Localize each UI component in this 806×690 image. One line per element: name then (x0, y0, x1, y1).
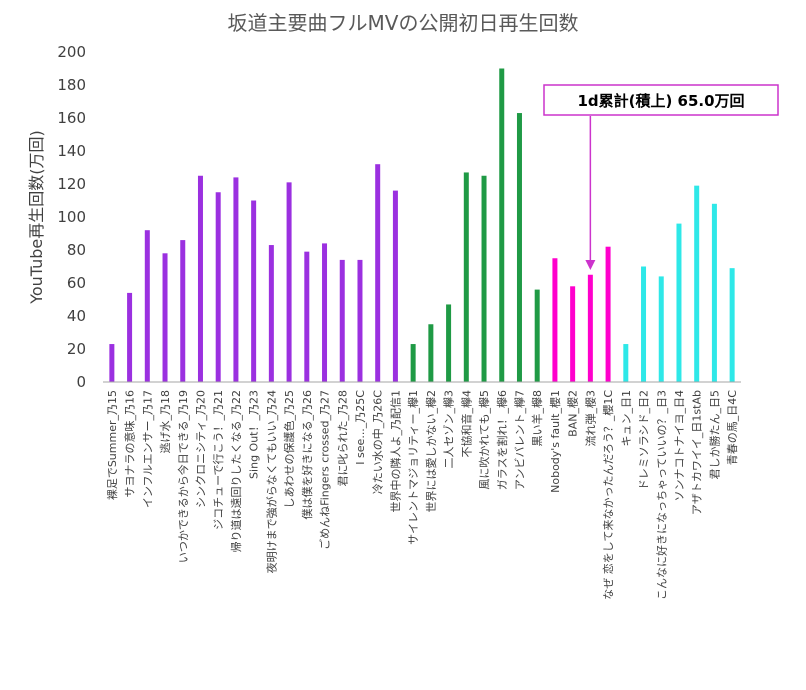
bar (570, 286, 576, 382)
bar (251, 200, 257, 382)
x-tick-label: 風に吹かれても_欅5 (478, 390, 491, 490)
x-tick-label: BAN_櫻2 (566, 390, 580, 437)
bar (641, 266, 647, 382)
bar (446, 304, 452, 382)
x-tick-label: こんなに好きになっちゃっていいの？_日3 (654, 390, 668, 600)
x-tick-label: 世界中の隣人よ_乃配信1 (388, 390, 402, 513)
x-tick-label: Sing Out！_乃23 (248, 390, 261, 479)
y-axis-label: YouTube再生回数(万回) (27, 130, 46, 305)
bar (144, 230, 150, 382)
bar (463, 172, 469, 382)
bar (410, 344, 416, 382)
x-tick-label: 流れ弾_櫻3 (583, 390, 597, 447)
x-tick-label: 二人セゾン_欅3 (443, 390, 456, 469)
bar (694, 185, 700, 382)
y-tick-label: 120 (57, 175, 86, 193)
x-tick-label: キュン_日1 (620, 390, 633, 447)
bar (286, 182, 292, 382)
bar (197, 175, 203, 382)
bar (180, 240, 186, 382)
bar (127, 292, 133, 382)
bar (534, 289, 540, 382)
x-tick-label: しあわせの保護色_乃25 (282, 390, 296, 509)
bar (268, 245, 274, 382)
bar (233, 177, 239, 382)
x-tick-label: いつかできるから今日できる_乃19 (176, 390, 190, 563)
annotation-box (543, 84, 779, 116)
annotation-arrowhead (585, 260, 596, 270)
bar (711, 203, 717, 382)
bar (729, 268, 735, 382)
bar (109, 344, 115, 382)
x-tick-label: 君しか勝たん_日5 (707, 390, 721, 480)
x-tick-label: なぜ 恋をして来なかったんだろう？_櫻1C (601, 390, 615, 600)
y-tick-label: 60 (67, 274, 86, 292)
x-tick-label: サヨナラの意味_乃16 (123, 390, 137, 498)
annotation-text: 1d累計(積上) 65.0万回 (577, 92, 744, 110)
x-tick-label: インフルエンサー_乃17 (141, 390, 154, 508)
bar (322, 243, 328, 382)
bar (339, 259, 345, 382)
x-tick-label: アザトカワイイ_日1stAb (691, 390, 704, 515)
x-tick-label: Nobody's fault_櫻1 (548, 390, 562, 493)
y-tick-label: 180 (57, 76, 86, 94)
chart-title: 坂道主要曲フルMVの公開初日再生回数 (228, 11, 579, 35)
y-tick-label: 160 (57, 109, 86, 127)
bar (623, 344, 629, 382)
x-axis-labels: 裸足でSummer_乃15 サヨナラの意味_乃16 インフルエンサー_乃17 逃げ水_… (105, 390, 739, 600)
x-tick-label: 冷たい水の中_乃26C (372, 390, 385, 494)
x-tick-label: 不協和音_欅4 (459, 390, 473, 458)
y-tick-label: 40 (67, 307, 86, 325)
x-tick-label: 僕は僕を好きになる_乃26 (300, 390, 314, 520)
bar (392, 190, 398, 382)
y-tick-label: 200 (57, 43, 86, 61)
x-tick-label: 帰り道は遠回りしたくなる_乃22 (229, 390, 243, 553)
x-tick-label: ガラスを割れ！_欅6 (495, 390, 509, 490)
bar (499, 68, 505, 382)
bar (587, 274, 593, 382)
x-tick-label: ドレミソラシド_日2 (638, 390, 651, 490)
x-tick-label: I see..._乃25C (354, 390, 367, 465)
y-tick-label: 100 (57, 208, 86, 226)
bar (304, 251, 310, 382)
y-tick-label: 0 (76, 373, 86, 391)
x-tick-label: 君に叱られた_乃28 (336, 390, 349, 487)
bar (605, 246, 611, 382)
bar (676, 223, 682, 382)
bars (109, 68, 735, 383)
bar (481, 175, 487, 382)
bar (162, 253, 168, 382)
y-tick-label: 140 (57, 142, 86, 160)
bar (375, 164, 381, 382)
x-tick-label: 青春の馬_日4C (726, 390, 739, 465)
bar (552, 258, 558, 382)
x-tick-label: ソンナコトナイヨ_日4 (673, 390, 686, 502)
x-tick-label: 世界には愛しかない_欅2 (425, 390, 438, 513)
bar (658, 276, 664, 382)
x-tick-label: 黒い羊_欅8 (530, 390, 544, 447)
y-axis: 0 20 40 60 80 100 120 140 160 180 200 (57, 43, 86, 391)
bar (215, 192, 221, 382)
annotation: 1d累計(積上) 65.0万回 (543, 84, 779, 270)
x-tick-label: ごめんねFingers crossed_乃27 (318, 390, 332, 550)
x-tick-label: 逃げ水_乃18 (159, 390, 172, 454)
bar (428, 324, 434, 382)
bar (516, 113, 522, 383)
x-tick-label: 夜明けまで強がらなくてもいい_乃24 (264, 390, 278, 573)
y-tick-label: 80 (67, 241, 86, 259)
x-tick-label: 裸足でSummer_乃15 (105, 390, 119, 500)
x-tick-label: ジコチューで行こう！_乃21 (212, 390, 225, 530)
y-tick-label: 20 (67, 340, 86, 358)
x-tick-label: アンビバレント_欅7 (513, 390, 526, 490)
x-tick-label: サイレントマジョリティー_欅1 (407, 390, 420, 545)
bar (357, 259, 363, 382)
x-tick-label: シンクロニシティ_乃20 (194, 390, 207, 508)
